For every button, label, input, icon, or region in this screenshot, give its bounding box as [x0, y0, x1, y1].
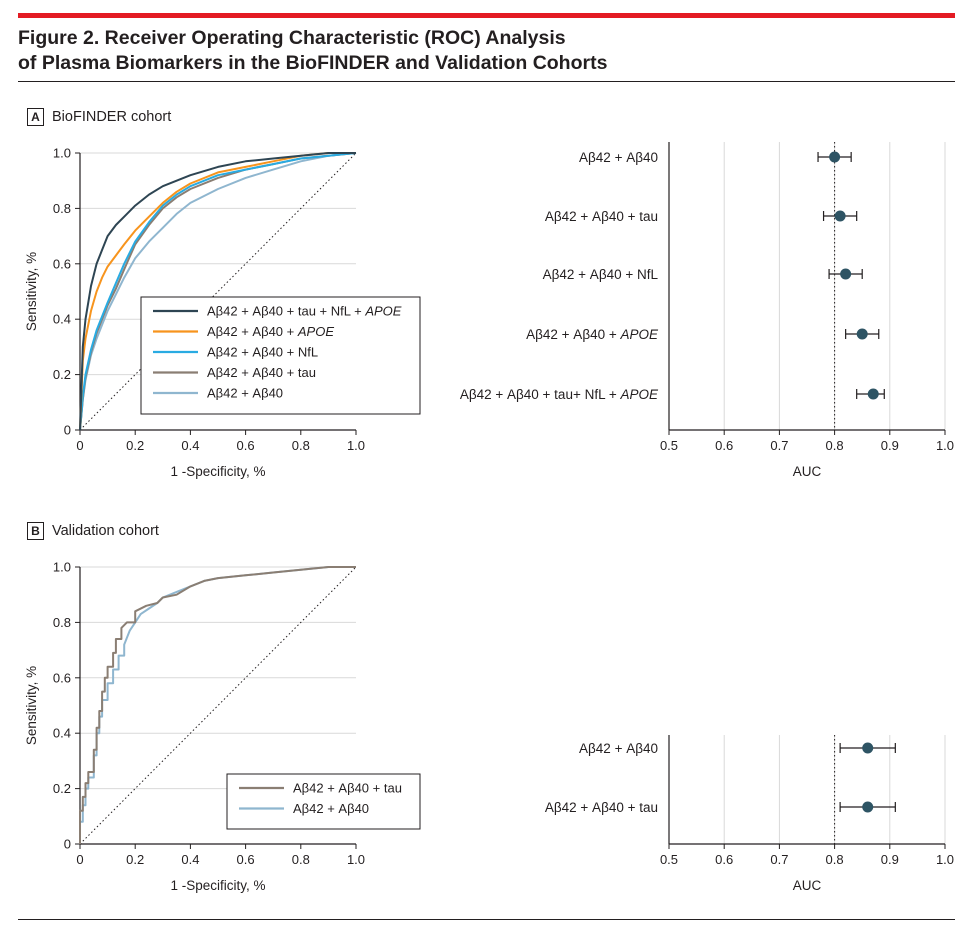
- y-tick-label: 0.2: [53, 781, 71, 796]
- legend-label: Aβ42 + Aβ40 + tau: [293, 781, 402, 796]
- row-label: Aβ42 + Aβ40 + tau: [545, 800, 658, 815]
- x-tick-label: 0.5: [660, 852, 678, 867]
- x-tick-label: 0.9: [881, 852, 899, 867]
- y-tick-label: 1.0: [53, 560, 71, 575]
- row-label: Aβ42 + Aβ40 + tau+ NfL + APOE: [460, 387, 659, 402]
- x-axis-label: AUC: [793, 878, 822, 893]
- bottom-divider: [18, 919, 955, 920]
- x-tick-label: 1.0: [347, 852, 365, 867]
- row-label: Aβ42 + Aβ40 + APOE: [526, 327, 659, 342]
- x-tick-label: 1.0: [936, 852, 954, 867]
- roc-series-line: [79, 152, 356, 431]
- roc-chart-validation: 00 0.2 0.2 0.4 0.4 0.6 0.6 0.8 0.8 1.0 1.0 1 -Speci…: [24, 560, 421, 893]
- legend-box: [140, 296, 421, 415]
- row-label: Aβ42 + Aβ40: [579, 150, 658, 165]
- panel-b-header: B Validation cohort: [27, 522, 159, 540]
- x-tick-label: 0.7: [770, 852, 788, 867]
- auc-point: [856, 328, 868, 340]
- x-tick-label: 0.2: [126, 852, 144, 867]
- x-tick-label: 0.5: [660, 438, 678, 453]
- roc-series-line: [79, 566, 356, 844]
- x-tick-label: 0.9: [881, 438, 899, 453]
- x-tick-label: 1.0: [936, 438, 954, 453]
- roc-series-line: [79, 152, 357, 431]
- x-tick-label: 0.6: [237, 852, 255, 867]
- auc-point: [829, 151, 841, 163]
- panel-b-title: Validation cohort: [52, 523, 159, 539]
- y-tick-label: 0.8: [53, 201, 71, 216]
- x-tick-label: 0.6: [715, 852, 733, 867]
- auc-point: [840, 268, 852, 280]
- auc-point: [834, 210, 846, 222]
- x-tick-label: 0.8: [292, 852, 310, 867]
- y-tick-label: 0.2: [53, 367, 71, 382]
- x-tick-label: 0: [76, 852, 83, 867]
- reference-diagonal: [79, 566, 357, 845]
- legend-label: Aβ42 + Aβ40 + tau + NfL + APOE: [207, 304, 402, 319]
- auc-point: [867, 388, 879, 400]
- legend-label: Aβ42 + Aβ40: [207, 386, 283, 401]
- y-tick-label: 0.6: [53, 670, 71, 685]
- x-tick-label: 1.0: [347, 438, 365, 453]
- title-divider: [18, 81, 955, 82]
- panel-a-header: A BioFINDER cohort: [27, 108, 171, 126]
- x-axis-label: 1 -Specificity, %: [170, 464, 265, 479]
- auc-point: [862, 742, 874, 754]
- x-tick-label: 0.6: [237, 438, 255, 453]
- figure-accent-bar: [18, 13, 955, 18]
- panel-a-letter: A: [27, 108, 44, 126]
- y-tick-label: 0: [64, 837, 71, 852]
- figure-title-line-1: Figure 2. Receiver Operating Characteris…: [18, 27, 566, 49]
- figure-title: Figure 2. Receiver Operating Characteris…: [18, 26, 948, 76]
- x-tick-label: 0.8: [292, 438, 310, 453]
- y-tick-label: 1.0: [53, 146, 71, 161]
- auc-forest-plot-validation: 0.5 0.6 0.7 0.8 0.9 1.0 AUC Aβ42 + Aβ40 Aβ42 + A…: [545, 735, 954, 893]
- y-axis-label: Sensitivity, %: [24, 666, 39, 745]
- panel-b-letter: B: [27, 522, 44, 540]
- row-label: Aβ42 + Aβ40: [579, 741, 658, 756]
- x-axis-label: 1 -Specificity, %: [170, 878, 265, 893]
- legend-box: [226, 773, 421, 830]
- y-tick-label: 0: [64, 423, 71, 438]
- y-axis-label: Sensitivity, %: [24, 252, 39, 331]
- auc-point: [862, 801, 874, 813]
- row-label: Aβ42 + Aβ40 + tau: [545, 209, 658, 224]
- x-tick-label: 0.4: [181, 852, 199, 867]
- x-tick-label: 0.4: [181, 438, 199, 453]
- roc-chart-biofinder: 00 0.2 0.2 0.4 0.4 0.6 0.6 0.8 0.8 1.0 1.0 1 -Speci…: [24, 146, 421, 479]
- roc-series-line: [79, 152, 356, 431]
- x-tick-label: 0.6: [715, 438, 733, 453]
- auc-forest-plot-biofinder: 0.5 0.6 0.7 0.8 0.9 1.0 AUC Aβ42 + Aβ40 Aβ42 + A…: [460, 142, 954, 479]
- y-tick-label: 0.4: [53, 726, 71, 741]
- row-label: Aβ42 + Aβ40 + NfL: [543, 267, 659, 282]
- x-axis-label: AUC: [793, 464, 822, 479]
- panel-a-title: BioFINDER cohort: [52, 109, 172, 125]
- legend-label: Aβ42 + Aβ40 + APOE: [207, 324, 334, 339]
- x-tick-label: 0.8: [826, 852, 844, 867]
- y-tick-label: 0.6: [53, 256, 71, 271]
- y-tick-label: 0.8: [53, 615, 71, 630]
- x-tick-label: 0: [76, 438, 83, 453]
- x-tick-label: 0.8: [826, 438, 844, 453]
- reference-diagonal: [79, 152, 357, 431]
- y-tick-label: 0.4: [53, 312, 71, 327]
- figure-title-line-2: of Plasma Biomarkers in the BioFINDER an…: [18, 52, 608, 74]
- x-tick-label: 0.7: [770, 438, 788, 453]
- legend-label: Aβ42 + Aβ40: [293, 801, 369, 816]
- legend-label: Aβ42 + Aβ40 + tau: [207, 365, 316, 380]
- x-tick-label: 0.2: [126, 438, 144, 453]
- legend-label: Aβ42 + Aβ40 + NfL: [207, 345, 318, 360]
